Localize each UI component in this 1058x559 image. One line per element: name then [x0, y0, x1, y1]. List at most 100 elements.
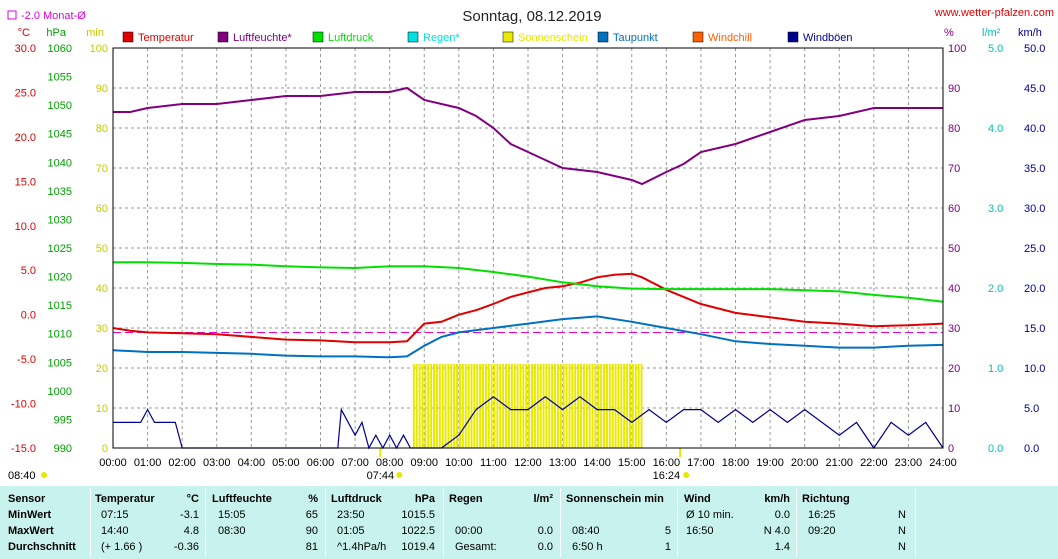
time-tick: 00:00	[99, 457, 127, 469]
stats-cell: -3.1	[180, 509, 199, 521]
legend-label: Taupunkt	[613, 32, 658, 44]
press-tick: 1040	[48, 157, 72, 169]
sunshine-bars	[412, 364, 643, 448]
sunshine-bar	[577, 364, 580, 448]
series-temperatur	[112, 272, 944, 344]
time-tick: 15:00	[618, 457, 646, 469]
sun-unit: min	[86, 27, 104, 39]
sunset-icon	[683, 472, 690, 478]
temp-tick: 20.0	[15, 132, 36, 144]
time-tick: 05:00	[272, 457, 300, 469]
stats-cell: 0.0	[537, 541, 553, 553]
sunshine-bar	[628, 364, 631, 448]
sun-tick: 100	[90, 43, 108, 55]
temp-tick: 10.0	[15, 221, 36, 233]
sunshine-bar	[617, 364, 620, 448]
stats-cell: Sensor	[8, 493, 46, 505]
sunshine-bar	[496, 364, 499, 448]
sunshine-bar	[467, 364, 470, 448]
sunshine-bar	[626, 364, 629, 448]
series-luftdruck	[113, 261, 944, 303]
time-tick: 19:00	[756, 457, 784, 469]
sunshine-bar	[499, 364, 502, 448]
sunshine-bar	[528, 364, 531, 448]
stats-cell: ^1.4hPa/h	[337, 541, 387, 553]
legend-label: Sonnenschein	[518, 32, 588, 44]
stats-cell: 0.0	[537, 525, 553, 537]
sunshine-bar	[594, 364, 597, 448]
stats-cell: 14:40	[101, 525, 129, 537]
time-tick: 04:00	[238, 457, 266, 469]
sunshine-bar	[450, 364, 453, 448]
hum-tick: 80	[948, 123, 960, 135]
sunshine-bar	[605, 364, 608, 448]
monat-note: -2.0 Monat-Ø	[21, 10, 86, 22]
time-tick: 03:00	[203, 457, 231, 469]
website-link[interactable]: www.wetter-pfalzen.com	[934, 7, 1054, 19]
rain-unit: l/m²	[982, 27, 1001, 39]
series-luftfeuchte	[113, 86, 943, 186]
sunshine-bar	[433, 364, 436, 448]
sunshine-bar	[554, 364, 557, 448]
stats-cell: Sonnenschein min	[566, 493, 664, 505]
sunshine-bar	[447, 364, 450, 448]
press-tick: 1005	[48, 357, 72, 369]
stats-cell: 1022.5	[401, 525, 435, 537]
sunshine-bar	[525, 364, 528, 448]
sun-tick: 80	[96, 123, 108, 135]
temp-tick: 5.0	[21, 265, 36, 277]
hum-tick: 40	[948, 283, 960, 295]
temp-tick: -5.0	[17, 354, 36, 366]
press-tick: 995	[54, 414, 72, 426]
axis-labels: 30.0 25.0 20.0 15.0 10.0 5.0 0.0 -5.0 -10.0 -15.0…	[8, 27, 1045, 482]
stats-cell: 23:50	[337, 509, 365, 521]
monat-icon	[7, 10, 17, 20]
sunshine-bar	[513, 364, 516, 448]
stats-cell: 15:05	[218, 509, 246, 521]
weather-chart: 30.0 25.0 20.0 15.0 10.0 5.0 0.0 -5.0 -10.0 -15.0…	[7, 7, 1054, 482]
legend-swatch	[502, 31, 514, 43]
time-tick: 02:00	[168, 457, 196, 469]
legend-swatch	[597, 31, 609, 43]
time-tick: 13:00	[549, 457, 577, 469]
press-tick: 1015	[48, 300, 72, 312]
sunshine-bar	[608, 364, 611, 448]
legend-swatch	[692, 31, 704, 43]
press-tick: 1050	[48, 100, 72, 112]
sunshine-bar	[579, 364, 582, 448]
stats-cell: 4.8	[183, 525, 199, 537]
stats-cell: 1019.4	[401, 541, 435, 553]
wind-tick: 10.0	[1024, 363, 1045, 375]
sunrise-marker	[379, 448, 382, 457]
sunshine-bar	[427, 364, 430, 448]
stats-cell: -0.36	[173, 541, 199, 553]
hum-tick: 90	[948, 83, 960, 95]
sunshine-bar	[464, 364, 467, 448]
legend-swatch	[312, 31, 324, 43]
wind-tick: 45.0	[1024, 83, 1045, 95]
sunshine-bar	[562, 364, 565, 448]
sunset-label: 16:24	[653, 470, 681, 482]
hum-unit: %	[944, 27, 954, 39]
press-tick: 1045	[48, 129, 72, 141]
sunshine-bar	[507, 364, 510, 448]
stats-cell: 08:40	[572, 525, 600, 537]
sunshine-bar	[516, 364, 519, 448]
stats-cell: Luftdruck	[331, 493, 382, 505]
wind-tick: 20.0	[1024, 283, 1045, 295]
stats-cell: 90	[305, 525, 318, 537]
sunshine-bar	[444, 364, 447, 448]
sunshine-bar	[637, 364, 640, 448]
time-tick: 07:00	[341, 457, 369, 469]
sunshine-bar	[415, 364, 418, 448]
stats-cell: hPa	[414, 493, 435, 505]
temp-unit: °C	[18, 27, 30, 39]
sunshine-bar	[421, 364, 424, 448]
wind-tick: 40.0	[1024, 123, 1045, 135]
stats-cell: km/h	[764, 493, 790, 505]
sunshine-bar	[600, 364, 603, 448]
plot-frame	[112, 47, 944, 449]
sunshine-bar	[640, 364, 643, 448]
stats-cell: 00:00	[455, 525, 483, 537]
legend-label: Windböen	[803, 32, 853, 44]
